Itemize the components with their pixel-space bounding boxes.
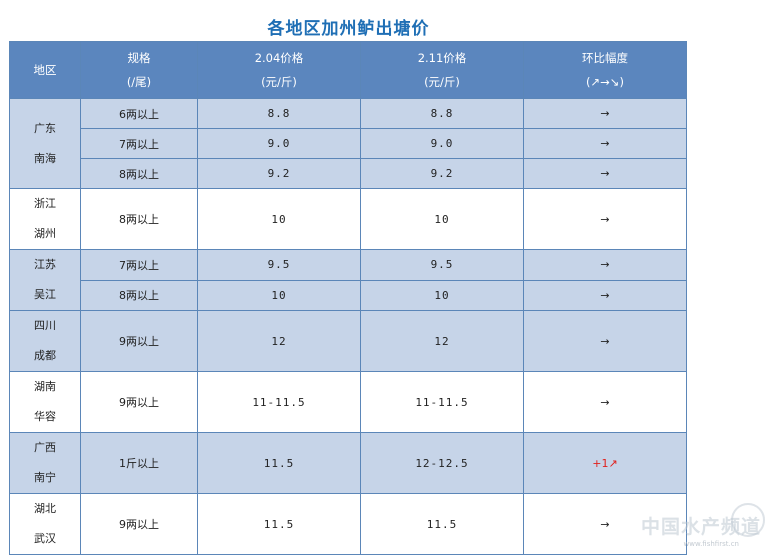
region-name-line2: 华容 xyxy=(34,410,56,423)
price-0211-cell: 12-12.5 xyxy=(360,432,524,494)
table-row: 浙江 湖州 8两以上 10 10 → xyxy=(9,188,687,250)
header-price-0204: 2.04价格 (元/斤) xyxy=(197,41,361,99)
table-row: 广西 南宁 1斤以上 11.5 12-12.5 +1↗ xyxy=(9,432,687,494)
table-row: 8两以上 10 10 → xyxy=(10,279,687,311)
region-name-line1: 四川 xyxy=(34,319,56,332)
region-name-line1: 广东 xyxy=(34,121,56,135)
price-0211-cell: 10 xyxy=(360,279,524,311)
change-cell: → xyxy=(523,493,687,555)
price-0204-cell: 11.5 xyxy=(197,432,361,494)
table-row: 湖北 武汉 9两以上 11.5 11.5 → xyxy=(9,493,687,555)
spec-cell: 6两以上 xyxy=(80,98,198,129)
region-name-line2: 湖州 xyxy=(34,227,56,240)
price-0204-cell: 11.5 xyxy=(197,493,361,555)
region-name-line1: 浙江 xyxy=(34,197,56,210)
change-cell: → xyxy=(523,98,687,129)
change-cell: → xyxy=(523,279,687,311)
price-0211-cell: 9.2 xyxy=(360,158,524,189)
region-name-line2: 南宁 xyxy=(34,471,56,484)
spec-cell: 9两以上 xyxy=(80,371,198,433)
price-0211-cell: 10 xyxy=(360,188,524,250)
table-title: 各地区加州鲈出塘价 xyxy=(267,19,430,39)
watermark-globe-icon xyxy=(731,503,765,537)
table-row: 四川 成都 9两以上 12 12 → xyxy=(9,310,687,372)
spec-cell: 8两以上 xyxy=(80,279,198,311)
table-header-row: 地区 规格 (/尾) 2.04价格 (元/斤) 2.11价格 (元/斤) 环比幅… xyxy=(9,41,687,99)
watermark-logo: 中国水产频道 xyxy=(640,516,761,538)
header-region: 地区 xyxy=(9,41,81,99)
table-row: 7两以上 9.0 9.0 → xyxy=(10,128,687,159)
region-name-line2: 武汉 xyxy=(34,532,56,545)
region-name-line2: 南海 xyxy=(34,151,56,165)
region-cell: 浙江 湖州 xyxy=(9,188,81,250)
header-price-0211: 2.11价格 (元/斤) xyxy=(360,41,524,99)
change-cell: → xyxy=(523,249,687,281)
region-name-line1: 湖北 xyxy=(34,502,56,515)
region-name-line1: 广西 xyxy=(34,441,56,454)
table-row: 广东 南海 6两以上 8.8 8.8 → xyxy=(9,98,687,189)
region-name-line1: 湖南 xyxy=(34,380,56,393)
price-0211-cell: 9.0 xyxy=(360,128,524,159)
spec-cell: 7两以上 xyxy=(80,128,198,159)
spec-cell: 9两以上 xyxy=(80,310,198,372)
watermark-url: www.fishfirst.cn xyxy=(683,540,739,548)
change-cell: → xyxy=(523,188,687,250)
header-change: 环比幅度 (↗→↘) xyxy=(523,41,687,99)
price-0204-cell: 8.8 xyxy=(197,98,361,129)
price-table: 地区 规格 (/尾) 2.04价格 (元/斤) 2.11价格 (元/斤) 环比幅… xyxy=(9,41,687,555)
table-row: 湖南 华容 9两以上 11-11.5 11-11.5 → xyxy=(9,371,687,433)
region-name-line1: 江苏 xyxy=(34,258,56,271)
price-0204-cell: 11-11.5 xyxy=(197,371,361,433)
spec-cell: 8两以上 xyxy=(80,158,198,189)
price-0204-cell: 10 xyxy=(197,279,361,311)
spec-cell: 7两以上 xyxy=(80,249,198,281)
price-0211-cell: 12 xyxy=(360,310,524,372)
table-row: 江苏 吴江 7两以上 9.5 9.5 → xyxy=(9,249,687,311)
price-0211-cell: 11.5 xyxy=(360,493,524,555)
spec-cell: 9两以上 xyxy=(80,493,198,555)
price-0204-cell: 9.0 xyxy=(197,128,361,159)
region-cell: 江苏 吴江 xyxy=(9,249,81,311)
table-row: 8两以上 9.2 9.2 → xyxy=(10,158,687,189)
change-cell: → xyxy=(523,158,687,189)
region-cell: 广西 南宁 xyxy=(9,432,81,494)
region-cell: 湖南 华容 xyxy=(9,371,81,433)
header-spec: 规格 (/尾) xyxy=(80,41,198,99)
change-cell: → xyxy=(523,310,687,372)
price-0211-cell: 8.8 xyxy=(360,98,524,129)
price-0211-cell: 11-11.5 xyxy=(360,371,524,433)
price-0211-cell: 9.5 xyxy=(360,249,524,281)
price-0204-cell: 9.2 xyxy=(197,158,361,189)
region-cell: 湖北 武汉 xyxy=(9,493,81,555)
region-name-line2: 吴江 xyxy=(34,288,56,301)
region-cell: 广东 南海 xyxy=(9,98,81,189)
change-cell: +1↗ xyxy=(523,432,687,494)
change-cell: → xyxy=(523,371,687,433)
price-0204-cell: 12 xyxy=(197,310,361,372)
change-cell: → xyxy=(523,128,687,159)
price-0204-cell: 10 xyxy=(197,188,361,250)
table-body: 广东 南海 6两以上 8.8 8.8 → 7两以上 9.0 9.0 → 8两以上 9.2 9.2 → 浙江湖… xyxy=(9,98,687,555)
region-cell: 四川 成都 xyxy=(9,310,81,372)
region-name-line2: 成都 xyxy=(34,349,56,362)
spec-cell: 1斤以上 xyxy=(80,432,198,494)
spec-cell: 8两以上 xyxy=(80,188,198,250)
price-0204-cell: 9.5 xyxy=(197,249,361,281)
